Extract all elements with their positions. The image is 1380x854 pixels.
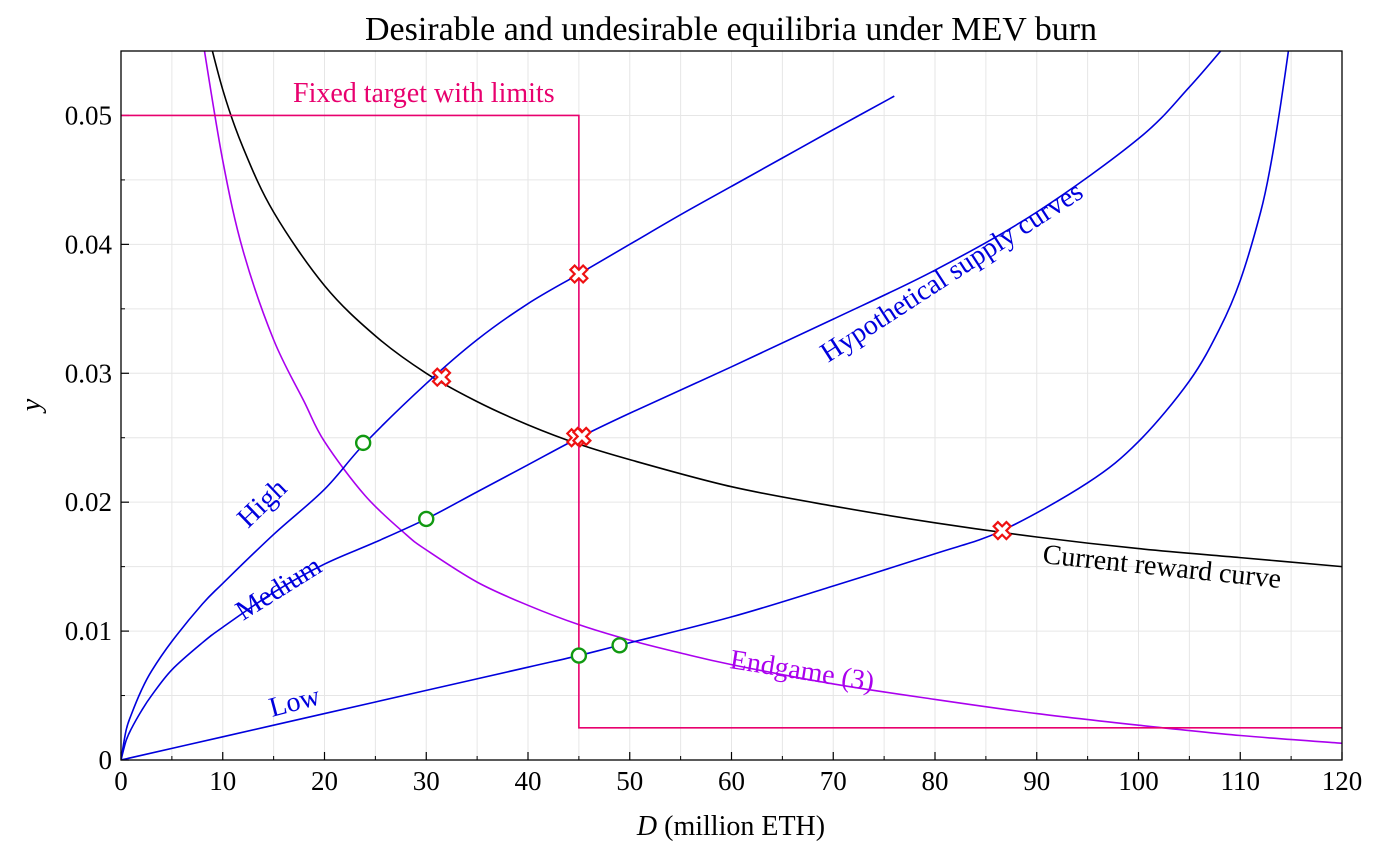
y-tick-label: 0.05: [65, 100, 112, 130]
annotation-current-reward: Current reward curve: [1041, 539, 1282, 595]
series-medium: [121, 51, 1222, 760]
x-tick-label: 80: [922, 766, 949, 796]
desirable-equilibrium-marker: [570, 647, 588, 664]
desirable-equilibrium-marker: [354, 434, 372, 452]
x-tick-label: 30: [413, 766, 440, 796]
x-tick-label: 120: [1322, 766, 1363, 796]
x-tick-label: 60: [718, 766, 745, 796]
chart-title: Desirable and undesirable equilibria und…: [365, 11, 1097, 48]
series-lines: [121, 51, 1342, 760]
y-tick-label: 0.01: [65, 616, 112, 646]
y-tick-labels: 0 0.01 0.02 0.03 0.04 0.05: [65, 100, 113, 775]
x-tick-label: 50: [616, 766, 643, 796]
x-axis-label: D (million ETH): [636, 811, 825, 842]
equilibrium-markers: [354, 263, 1013, 664]
x-tick-label: 20: [311, 766, 338, 796]
undesirable-equilibrium-marker: [571, 426, 592, 447]
x-tick-label: 40: [515, 766, 542, 796]
x-tick-label: 0: [114, 766, 128, 796]
x-tick-label: 90: [1023, 766, 1050, 796]
undesirable-equilibrium-marker: [431, 367, 452, 388]
undesirable-equilibrium-marker: [568, 263, 589, 285]
x-tick-label: 100: [1118, 766, 1159, 796]
annotation-supply-curves: Hypothetical supply curves: [815, 176, 1089, 369]
desirable-equilibrium-marker: [611, 637, 628, 654]
series-fixed-target-with-limits: [121, 114, 1342, 729]
x-tick-label: 110: [1221, 766, 1261, 796]
series-low: [121, 51, 1290, 760]
desirable-equilibrium-marker: [418, 510, 435, 528]
series-current-reward-curve: [211, 51, 1342, 568]
y-tick-label: 0.04: [65, 229, 113, 259]
plot-frame: [120, 50, 1343, 761]
y-tick-label: 0.02: [65, 487, 112, 517]
series-endgame-3: [203, 51, 1342, 745]
y-axis-label: y: [16, 398, 47, 414]
y-tick-label: 0.03: [65, 358, 112, 388]
undesirable-equilibrium-marker: [992, 520, 1013, 541]
x-tick-label: 70: [820, 766, 847, 796]
x-tick-label: 10: [209, 766, 236, 796]
x-tick-labels: 0 10 20 30 40 50 60 70 80 90 100 110 120: [114, 766, 1362, 796]
annotation-low: Low: [266, 680, 324, 723]
y-tick-label: 0: [99, 745, 113, 775]
annotation-endgame: Endgame (3): [728, 644, 876, 697]
annotation-fixed-target: Fixed target with limits: [293, 78, 555, 109]
